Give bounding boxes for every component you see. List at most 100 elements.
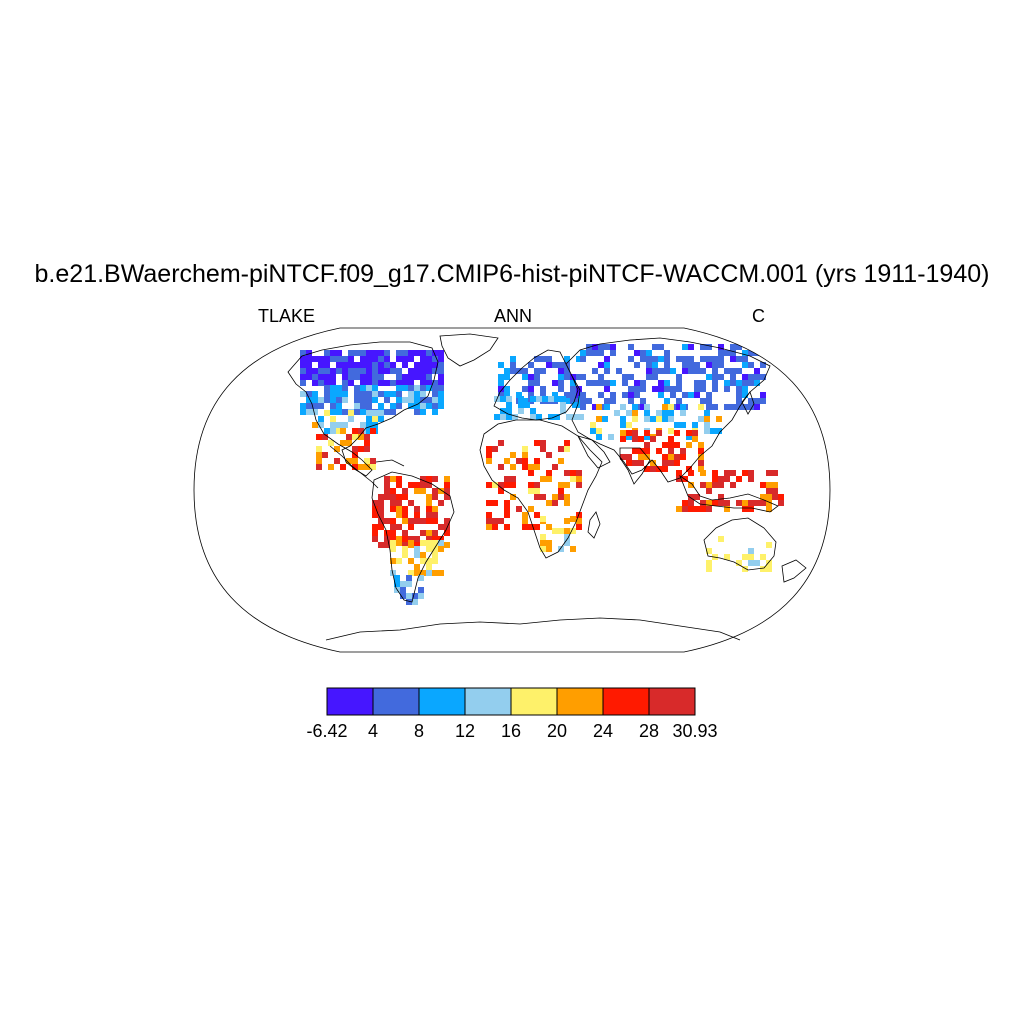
grid-cell (564, 374, 570, 380)
grid-cell (766, 542, 772, 548)
grid-cell (396, 540, 402, 546)
grid-cell (426, 385, 432, 391)
grid-cell (668, 442, 674, 448)
grid-cell (312, 380, 318, 386)
grid-cell (632, 416, 638, 422)
grid-cell (516, 458, 522, 464)
grid-cell (682, 506, 688, 512)
grid-cell (564, 392, 570, 398)
grid-cell (364, 434, 370, 440)
colorbar-label: 12 (455, 721, 475, 741)
grid-cell (300, 391, 306, 397)
grid-cell (742, 470, 748, 476)
grid-cell (718, 374, 724, 380)
grid-cell (766, 482, 772, 488)
grid-cell (564, 398, 570, 404)
colorbar-label: 8 (414, 721, 424, 741)
grid-cell (530, 414, 536, 420)
grid-cell (592, 350, 598, 356)
colorbar-label: 30.93 (672, 721, 717, 741)
grid-cell (760, 362, 766, 368)
grid-cell (396, 380, 402, 386)
grid-cell (628, 356, 634, 362)
grid-cell (408, 482, 414, 488)
grid-cell (564, 356, 570, 362)
grid-cell (324, 391, 330, 397)
grid-cell (718, 350, 724, 356)
grid-cell (644, 448, 650, 454)
grid-cell (534, 488, 540, 494)
grid-cell (372, 512, 378, 518)
grid-cell (626, 434, 632, 440)
grid-cell (564, 528, 570, 534)
grid-cell (698, 448, 704, 454)
grid-cell (354, 403, 360, 409)
grid-cell (604, 404, 610, 410)
grid-cell (528, 482, 534, 488)
grid-cell (628, 386, 634, 392)
grid-cell (372, 536, 378, 542)
grid-cell (522, 368, 528, 374)
grid-cell (372, 410, 378, 416)
grid-cell (596, 434, 602, 440)
grid-cell (384, 362, 390, 368)
grid-cell (390, 506, 396, 512)
grid-cell (498, 392, 504, 398)
grid-cell (426, 476, 432, 482)
grid-cell (432, 530, 438, 536)
grid-cell (522, 524, 528, 530)
grid-cell (364, 446, 370, 452)
grid-cell (614, 410, 620, 416)
grid-cell (342, 368, 348, 374)
grid-cell (682, 500, 688, 506)
grid-cell (644, 404, 650, 410)
grid-cell (438, 362, 444, 368)
grid-cell (718, 482, 724, 488)
grid-cell (516, 506, 522, 512)
grid-cell (718, 356, 724, 362)
grid-cell (748, 500, 754, 506)
grid-cell (616, 368, 622, 374)
grid-cell (558, 368, 564, 374)
grid-cell (742, 356, 748, 362)
grid-cell (378, 410, 384, 416)
grid-cell (704, 416, 710, 422)
grid-cell (760, 374, 766, 380)
grid-cell (342, 391, 348, 397)
grid-cell (312, 374, 318, 380)
grid-cell (518, 402, 524, 408)
grid-cell (706, 482, 712, 488)
grid-cell (366, 356, 372, 362)
grid-cell (522, 398, 528, 404)
grid-cell (336, 368, 342, 374)
grid-cell (390, 500, 396, 506)
grid-cell (432, 397, 438, 403)
grid-cell (412, 593, 418, 599)
grid-cell (384, 397, 390, 403)
grid-cell (662, 442, 668, 448)
grid-cell (542, 396, 548, 402)
grid-cell (500, 396, 506, 402)
grid-cell (610, 380, 616, 386)
grid-cell (638, 448, 644, 454)
grid-cell (676, 374, 682, 380)
grid-cell (492, 482, 498, 488)
grid-cell (426, 356, 432, 362)
grid-cell (700, 380, 706, 386)
grid-cell (306, 391, 312, 397)
grid-cell (402, 536, 408, 542)
grid-cell (390, 488, 396, 494)
grid-cell (336, 403, 342, 409)
grid-cell (564, 440, 570, 446)
grid-cell (444, 518, 450, 524)
grid-cell (390, 403, 396, 409)
temperature-cells (300, 344, 784, 605)
grid-cell (766, 488, 772, 494)
grid-cell (378, 416, 384, 422)
grid-cell (364, 458, 370, 464)
grid-cell (686, 442, 692, 448)
grid-cell (432, 488, 438, 494)
grid-cell (412, 599, 418, 605)
grid-cell (354, 374, 360, 380)
grid-cell (530, 396, 536, 402)
